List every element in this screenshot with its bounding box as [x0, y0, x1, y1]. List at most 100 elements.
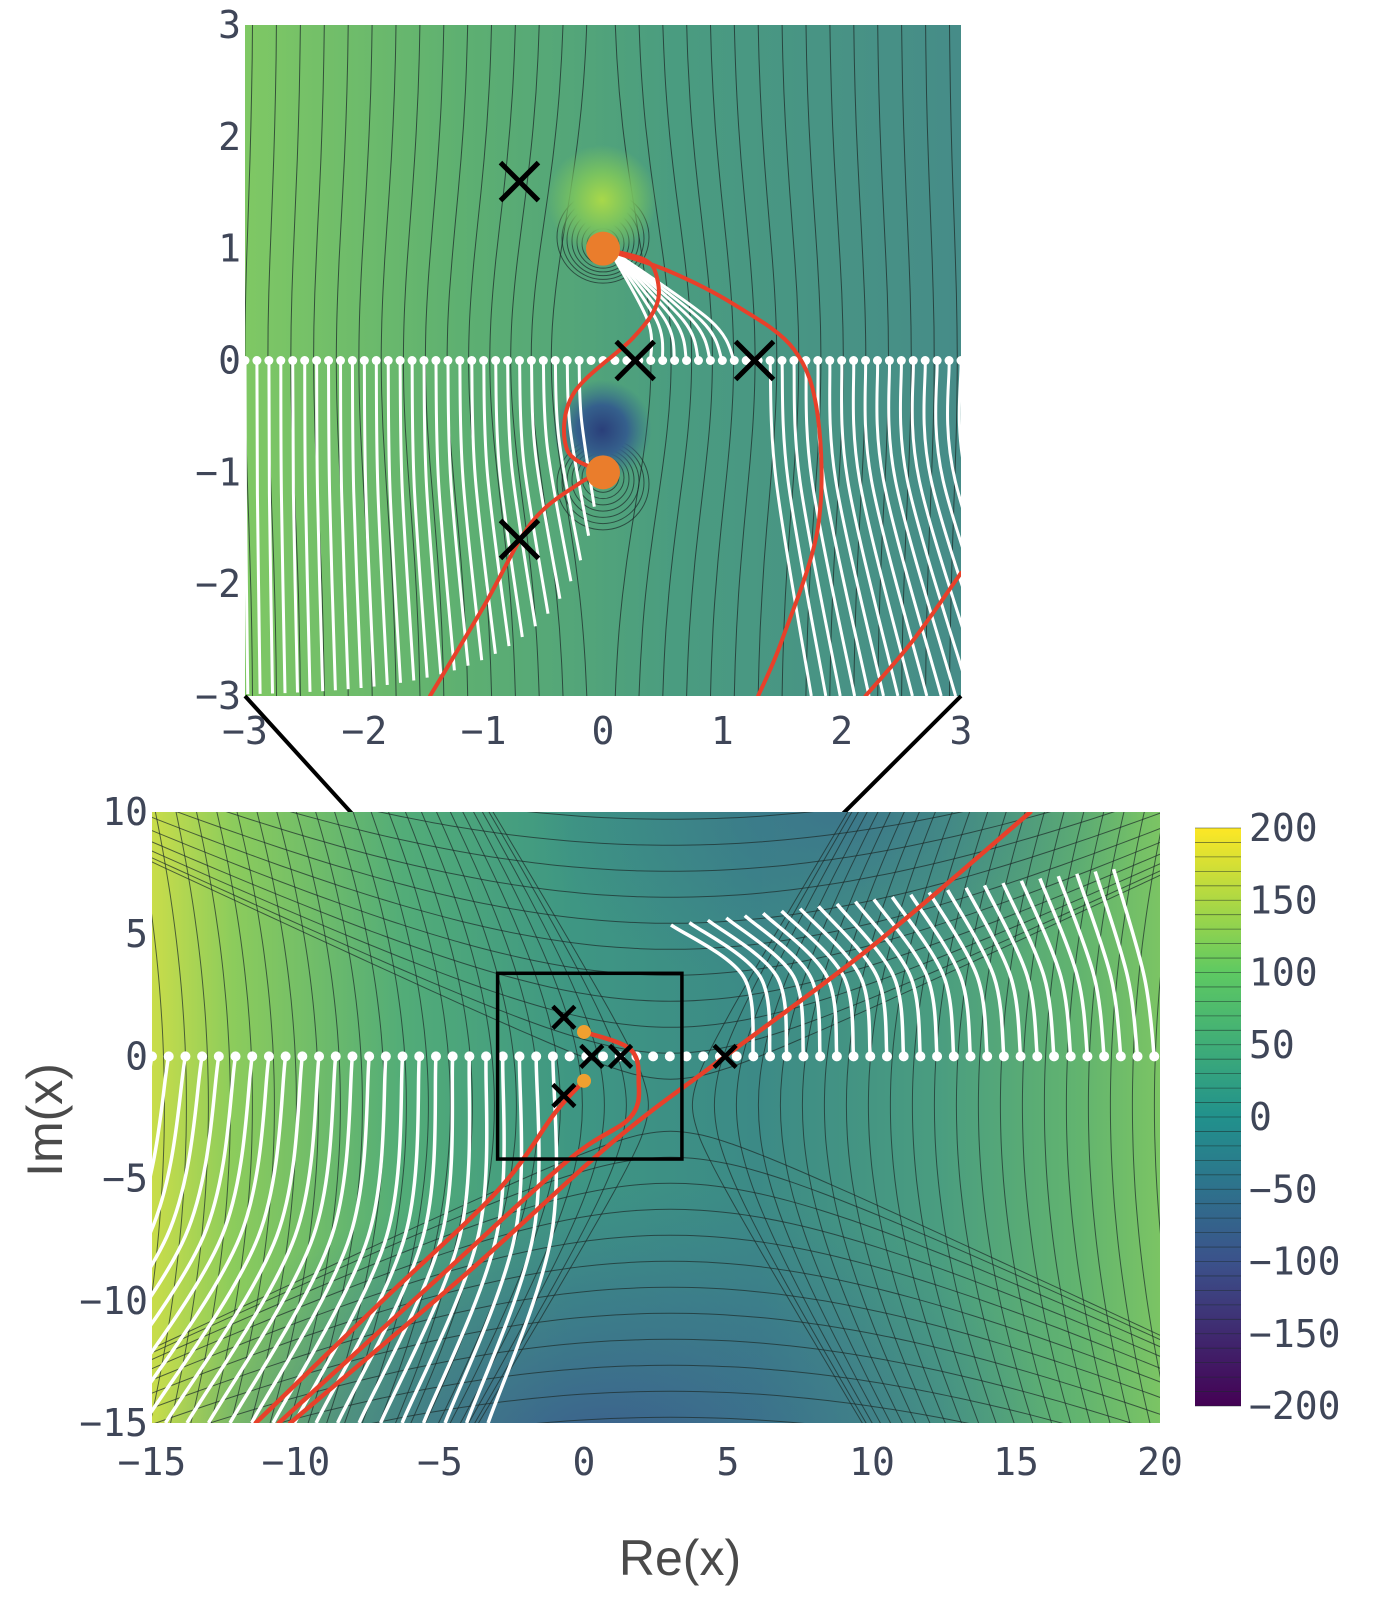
inset-saddle-points: [498, 160, 776, 561]
flow-line: [817, 905, 889, 1057]
thimble-curve: [863, 571, 961, 696]
contour-line: [1109, 812, 1151, 1423]
flow-line: [872, 898, 939, 1057]
sample-dot: [503, 356, 513, 365]
sample-dot: [748, 1051, 759, 1062]
y-tick-label: 0: [218, 339, 241, 383]
main-plot: −15 −10 −5 0 5 10 15 20 −15 −10 −5 0 5 10 Re(x) Im(x…: [17, 790, 1183, 1586]
flow-line: [890, 896, 956, 1057]
sample-dot: [526, 356, 536, 365]
flow-line: [743, 914, 822, 1057]
contour-line: [1087, 812, 1131, 1423]
sample-dot: [915, 1051, 926, 1062]
y-tick-label: −15: [79, 1401, 148, 1445]
sample-dot: [777, 356, 787, 365]
contour-line: [152, 913, 165, 1298]
x-tick-label: 3: [950, 709, 973, 753]
sample-dot: [464, 1051, 475, 1062]
flow-line: [910, 360, 961, 628]
colorbar-tick-label: −100: [1249, 1240, 1341, 1284]
sample-dot: [781, 1051, 792, 1062]
flow-line: [804, 360, 857, 696]
sample-dot: [514, 356, 524, 365]
flow-line: [421, 1056, 506, 1423]
x-tick-label: 1: [711, 709, 734, 753]
x-tick-label: −10: [262, 1440, 331, 1484]
sample-dot: [347, 356, 357, 365]
flow-line: [350, 360, 363, 689]
contour-line: [152, 1130, 1160, 1350]
sample-dot: [531, 1051, 542, 1062]
sample-dot: [920, 356, 930, 365]
thimble-curve: [287, 812, 1033, 1423]
flow-line: [398, 360, 416, 681]
flow-line: [410, 360, 429, 678]
contour-line: [210, 812, 253, 1423]
sample-dot: [705, 356, 715, 365]
main-x-ticks: −15 −10 −5 0 5 10 15 20: [118, 1440, 1183, 1484]
flow-line: [152, 1056, 271, 1384]
flow-line: [339, 360, 350, 690]
flow-line: [378, 1056, 472, 1423]
flow-line: [541, 360, 573, 582]
sample-dot: [982, 1051, 993, 1062]
contour-line: [410, 812, 495, 1423]
flow-line: [152, 1056, 171, 1177]
main-real-axis-samples: [152, 1051, 1160, 1062]
contour-line: [845, 812, 931, 1423]
saddle-point-marker: [498, 518, 541, 561]
contour-line: [395, 812, 473, 1423]
sample-dot: [1082, 1051, 1093, 1062]
inset-plot: −3 −2 −1 0 1 2 3 −3 −2 −1 0 1 2 3: [195, 3, 972, 753]
inset-x-ticks: −3 −2 −1 0 1 2 3: [222, 709, 972, 753]
flow-line: [1056, 875, 1106, 1057]
x-tick-label: 15: [993, 1440, 1039, 1484]
x-tick-label: 5: [717, 1440, 740, 1484]
sample-dot: [359, 356, 369, 365]
sample-dot: [297, 1051, 308, 1062]
flow-line: [486, 1056, 559, 1423]
flow-line: [206, 1056, 338, 1423]
sample-dot: [741, 356, 751, 365]
sample-dot: [197, 1051, 208, 1062]
sample-dot: [998, 1051, 1009, 1062]
flow-line: [255, 360, 262, 694]
sample-dot: [1149, 1051, 1160, 1062]
contour-line: [277, 1364, 1064, 1423]
sample-dot: [514, 1051, 525, 1062]
flow-line: [964, 887, 1023, 1057]
flow-line: [152, 1056, 204, 1268]
y-tick-label: 0: [125, 1034, 148, 1078]
saddle-point-marker: [614, 339, 656, 382]
flow-line: [291, 360, 299, 693]
flow-line: [565, 360, 591, 536]
contour-line: [1131, 832, 1160, 1378]
contour-line: [176, 812, 1160, 924]
sample-dot: [881, 1051, 892, 1062]
contour-line: [977, 812, 1034, 1423]
sample-dot: [547, 1051, 558, 1062]
flow-line: [327, 360, 337, 691]
contour-line: [757, 812, 881, 1423]
sample-dot: [180, 1051, 191, 1062]
inset-pole-glow-bottom: [552, 380, 652, 480]
sample-dot: [798, 1051, 809, 1062]
x-tick-label: 0: [573, 1440, 596, 1484]
inset-poles: [586, 231, 620, 490]
flow-line: [470, 360, 497, 654]
flow-line: [315, 360, 325, 692]
flow-line: [1093, 870, 1140, 1057]
inset-flow-lines: [245, 247, 961, 696]
y-tick-label: −10: [79, 1279, 148, 1323]
contour-line: [933, 812, 997, 1423]
sample-dot: [848, 1051, 859, 1062]
flow-line: [934, 360, 961, 548]
sample-dot: [371, 356, 381, 365]
saddle-point-marker: [579, 1043, 605, 1069]
contour-line: [380, 25, 397, 696]
sample-dot: [324, 356, 334, 365]
sample-dot: [1049, 1051, 1060, 1062]
sample-dot: [550, 356, 560, 365]
flow-line: [792, 360, 842, 696]
sample-dot: [865, 1051, 876, 1062]
